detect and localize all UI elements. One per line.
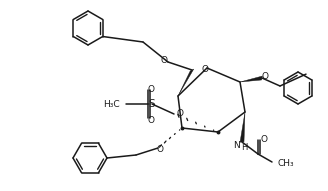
Text: O: O — [176, 108, 183, 117]
Polygon shape — [178, 69, 194, 96]
Text: CH₃: CH₃ — [278, 159, 295, 168]
Text: N: N — [234, 142, 240, 151]
Text: O: O — [260, 134, 268, 143]
Polygon shape — [240, 76, 262, 82]
Text: O: O — [201, 65, 209, 74]
Text: O: O — [148, 116, 154, 125]
Text: O: O — [160, 56, 168, 65]
Polygon shape — [240, 112, 245, 142]
Text: O: O — [261, 71, 269, 80]
Text: O: O — [156, 146, 163, 155]
Text: H: H — [241, 143, 247, 152]
Text: O: O — [148, 84, 154, 94]
Text: H₃C: H₃C — [103, 100, 120, 108]
Text: S: S — [149, 99, 155, 109]
